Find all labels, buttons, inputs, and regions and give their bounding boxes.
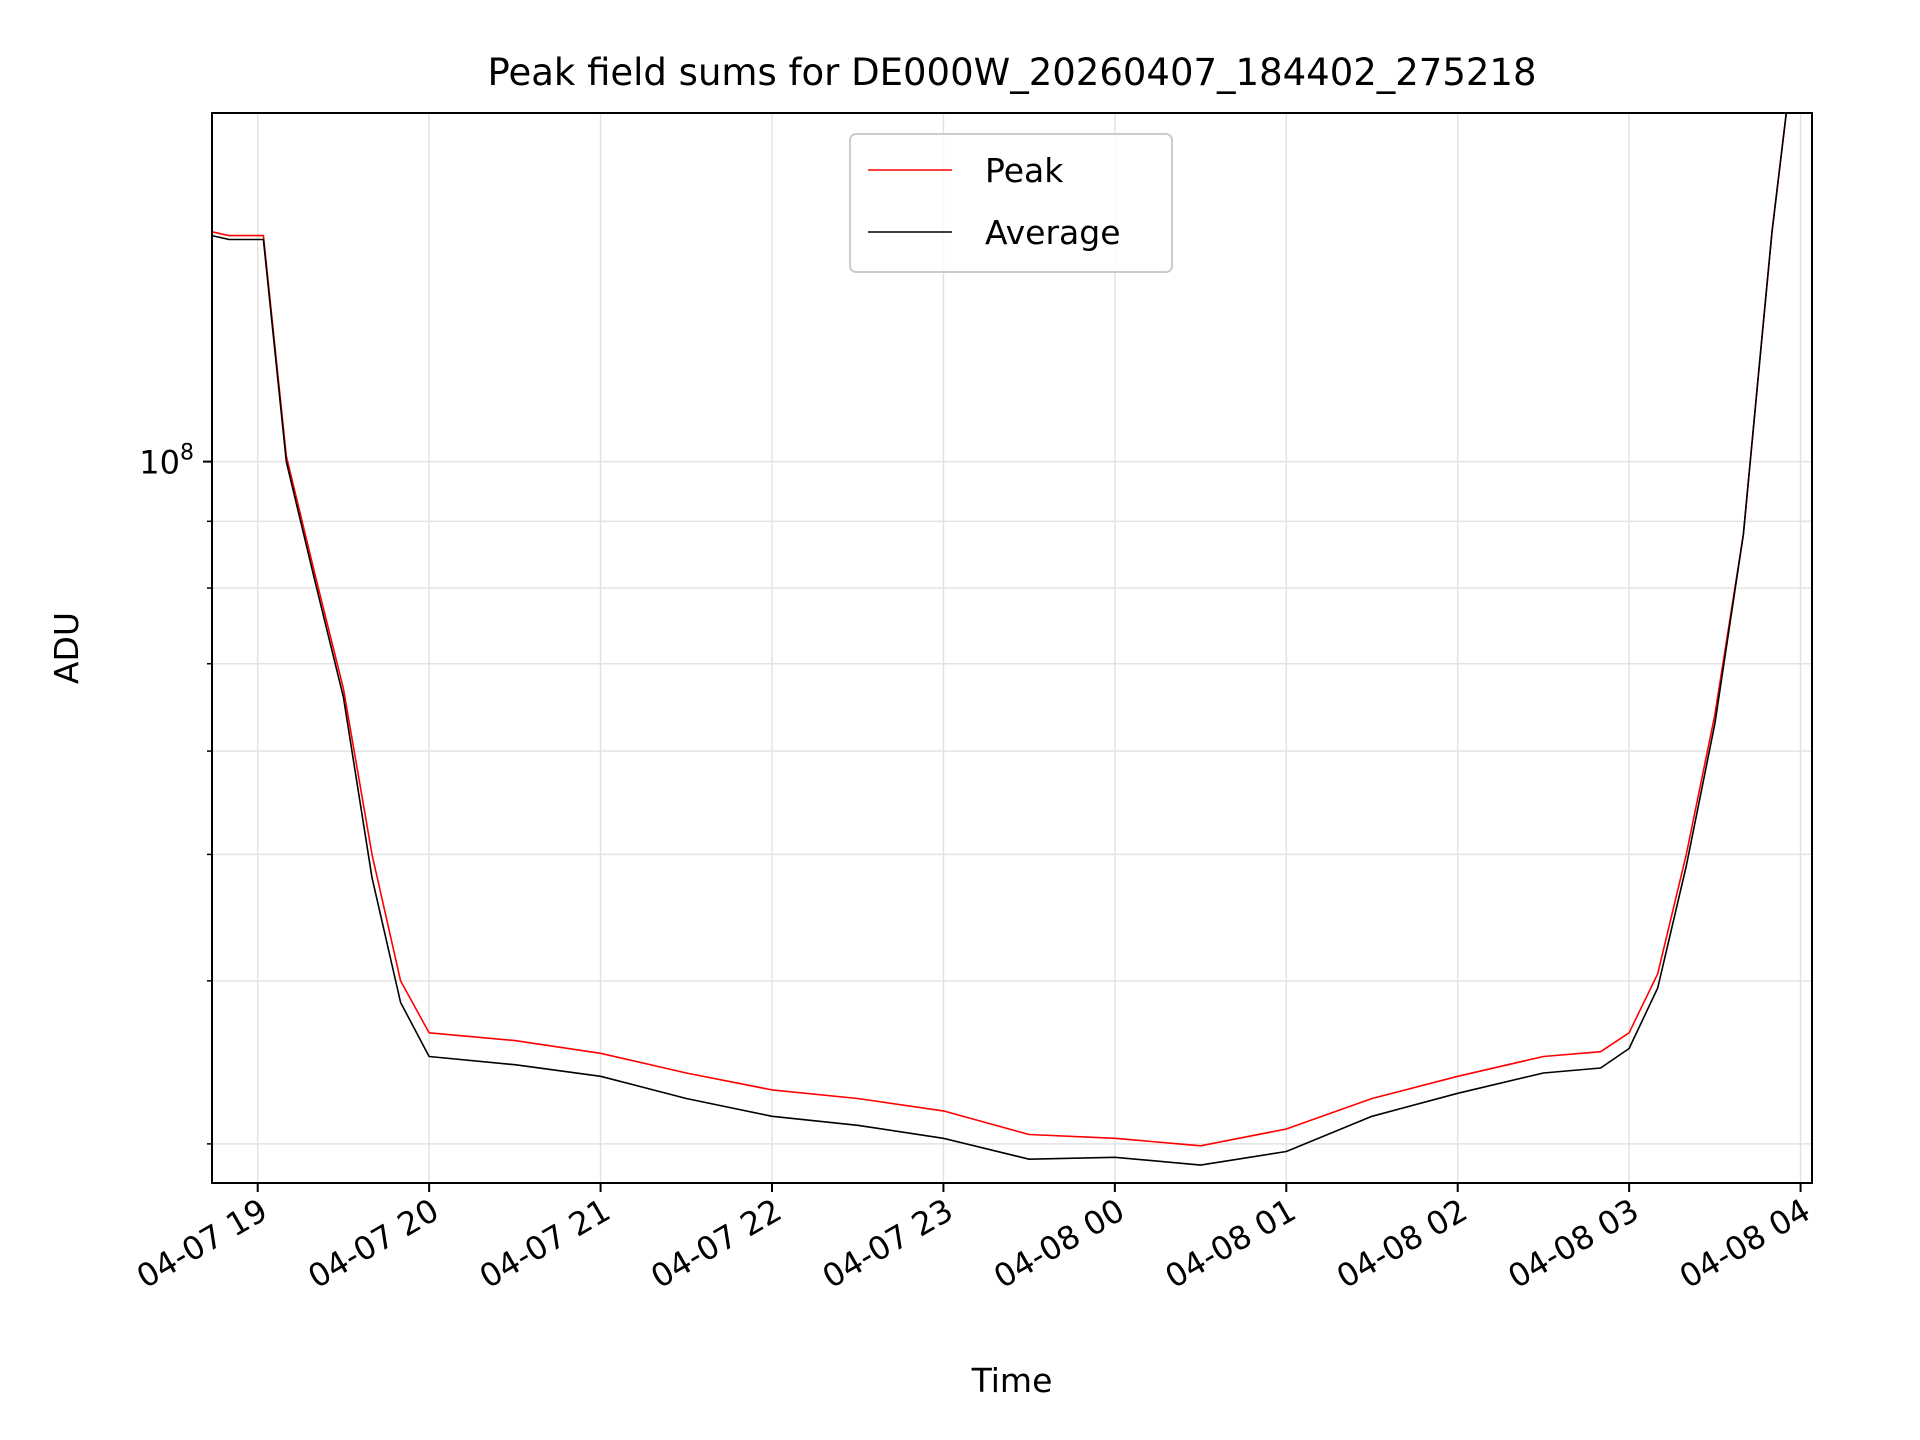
chart-title: Peak field sums for DE000W_20260407_1844… — [487, 51, 1536, 94]
legend-box — [849, 133, 1173, 273]
series-line-peak — [211, 112, 1788, 1147]
legend: Peak Average — [849, 133, 1173, 273]
series-layer — [211, 112, 1788, 1166]
grid — [212, 113, 1812, 1183]
legend-label-average: Average — [985, 213, 1121, 252]
plot-frame — [211, 112, 1813, 1184]
plot-background — [212, 113, 1812, 1183]
plot-area — [211, 112, 1813, 1184]
y-axis-label: ADU — [47, 612, 86, 684]
series-line-average — [211, 112, 1788, 1166]
legend-label-peak: Peak — [985, 151, 1064, 190]
x-axis-label: Time — [971, 1361, 1053, 1400]
